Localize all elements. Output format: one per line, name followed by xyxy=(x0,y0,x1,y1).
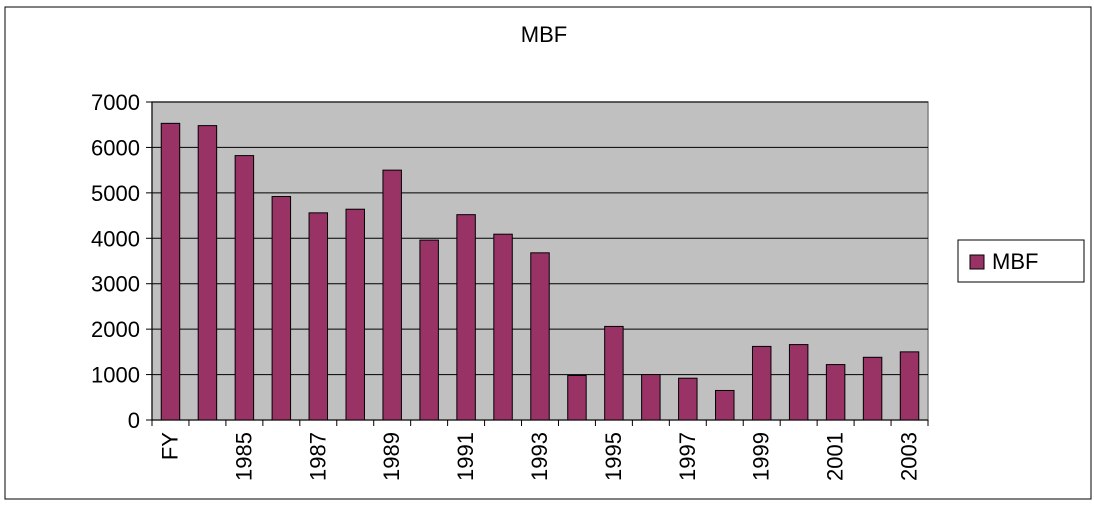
y-tick-label: 7000 xyxy=(91,90,140,115)
x-tick-label: 1991 xyxy=(453,432,478,481)
x-tick-label: 1997 xyxy=(675,432,700,481)
bar xyxy=(456,214,476,421)
x-tick-label: 2001 xyxy=(823,432,848,481)
y-tick-label: 2000 xyxy=(91,317,140,342)
bar xyxy=(567,374,587,421)
x-tick-label: 2003 xyxy=(897,432,922,481)
bar xyxy=(862,356,883,421)
bar xyxy=(271,195,292,421)
y-tick-label: 5000 xyxy=(91,181,140,206)
bar xyxy=(308,212,329,421)
bars xyxy=(160,122,920,421)
x-tick-label: 1987 xyxy=(305,432,330,481)
bar xyxy=(160,122,181,421)
chart-title: MBF xyxy=(521,22,567,47)
x-tick-label: FY xyxy=(157,432,182,460)
bar xyxy=(197,125,218,421)
bar xyxy=(234,155,255,421)
y-tick-label: 1000 xyxy=(91,363,140,388)
bar xyxy=(825,364,846,421)
bar xyxy=(382,169,402,421)
bar xyxy=(715,389,735,421)
y-tick-label: 0 xyxy=(128,408,140,433)
y-tick-label: 3000 xyxy=(91,272,140,297)
x-tick-label: 1999 xyxy=(749,432,774,481)
legend: MBF xyxy=(957,239,1085,283)
bar xyxy=(678,377,698,421)
y-axis: 0 1000 2000 3000 4000 5000 6000 7000 xyxy=(91,90,153,433)
bar xyxy=(493,233,513,421)
bar xyxy=(751,345,772,421)
legend-swatch xyxy=(969,254,985,270)
bar xyxy=(345,208,365,421)
x-tick-label: 1989 xyxy=(379,432,404,481)
bar xyxy=(419,239,439,421)
y-tick-label: 6000 xyxy=(91,135,140,160)
x-tick-label: 1985 xyxy=(231,432,256,481)
bar xyxy=(788,344,809,421)
x-tick-label: 1993 xyxy=(527,432,552,481)
bar xyxy=(604,325,624,421)
x-axis: FY 1985 1987 1989 1991 1993 1995 1997 1999 2001 20… xyxy=(151,419,929,481)
bar xyxy=(641,374,661,421)
x-tick-label: 1995 xyxy=(601,432,626,481)
bar xyxy=(530,252,550,421)
legend-label: MBF xyxy=(992,249,1038,274)
y-tick-label: 4000 xyxy=(91,226,140,251)
bar xyxy=(899,351,920,421)
